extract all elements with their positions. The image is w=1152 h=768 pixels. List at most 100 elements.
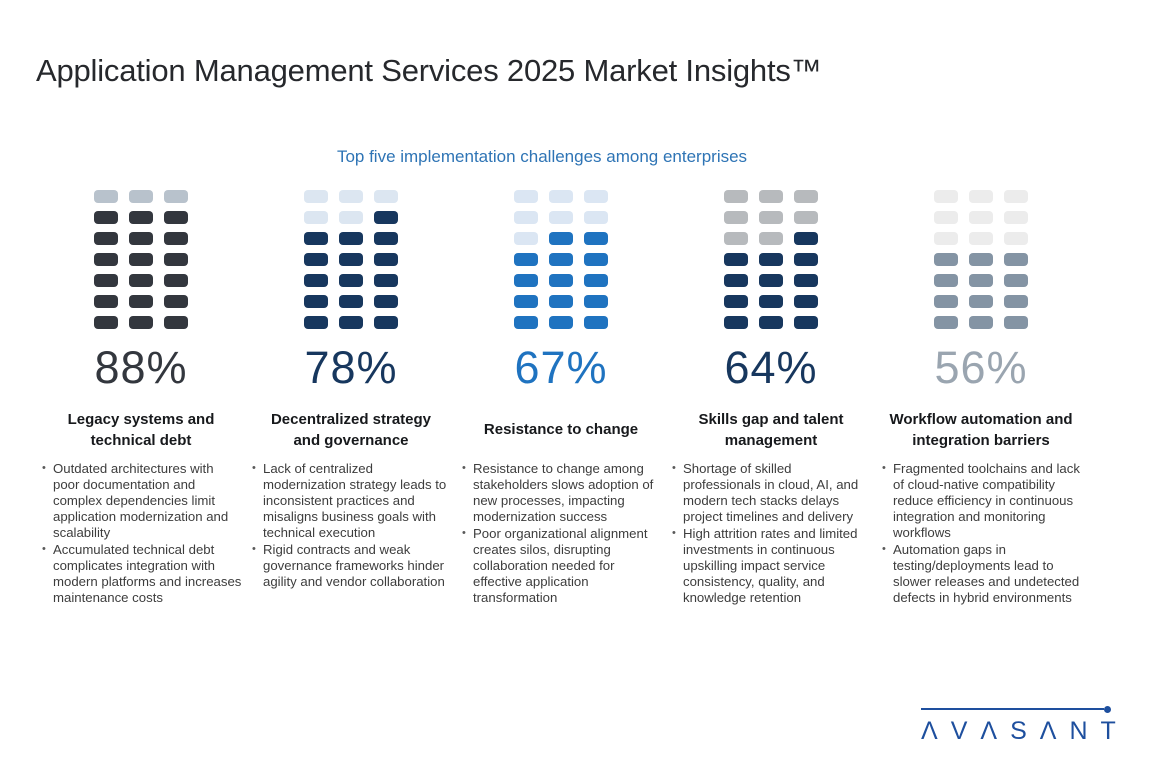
waffle-cell bbox=[339, 295, 363, 308]
challenge-bullet-list: Outdated architectures with poor documen… bbox=[40, 461, 242, 607]
waffle-cell bbox=[584, 253, 608, 266]
logo-dot bbox=[1104, 706, 1111, 713]
challenge-title: Skills gap and talent management bbox=[698, 411, 844, 449]
waffle-cell bbox=[934, 274, 958, 287]
waffle-cell bbox=[934, 295, 958, 308]
waffle-cell bbox=[304, 316, 328, 329]
challenge-column-decentralized-strategy: 78% Decentralized strategy and governanc… bbox=[250, 190, 452, 607]
waffle-cell bbox=[304, 253, 328, 266]
waffle-cell bbox=[549, 316, 573, 329]
waffle-cell bbox=[549, 274, 573, 287]
waffle-cell bbox=[94, 316, 118, 329]
avasant-logo: ΛVΛSΛNT bbox=[921, 706, 1127, 746]
waffle-cell bbox=[934, 232, 958, 245]
waffle-cell bbox=[164, 232, 188, 245]
waffle-cell bbox=[934, 253, 958, 266]
bullet-item: Poor organizational alignment creates si… bbox=[460, 526, 662, 606]
waffle-cell bbox=[969, 253, 993, 266]
logo-horizontal-line bbox=[921, 708, 1104, 710]
waffle-cell bbox=[584, 232, 608, 245]
waffle-cell bbox=[374, 253, 398, 266]
waffle-cell bbox=[759, 316, 783, 329]
waffle-cell bbox=[94, 295, 118, 308]
bullet-item: Shortage of skilled professionals in clo… bbox=[670, 461, 872, 525]
bullet-item: Rigid contracts and weak governance fram… bbox=[250, 542, 452, 590]
waffle-cell bbox=[164, 316, 188, 329]
bullet-item: Outdated architectures with poor documen… bbox=[40, 461, 242, 541]
waffle-cell bbox=[969, 190, 993, 203]
waffle-cell bbox=[724, 295, 748, 308]
waffle-cell bbox=[129, 274, 153, 287]
waffle-cell bbox=[759, 253, 783, 266]
waffle-cell bbox=[724, 190, 748, 203]
waffle-cell bbox=[374, 232, 398, 245]
waffle-cell bbox=[794, 190, 818, 203]
waffle-cell bbox=[1004, 316, 1028, 329]
waffle-cell bbox=[794, 232, 818, 245]
waffle-cell bbox=[759, 295, 783, 308]
percentage-value: 56% bbox=[934, 342, 1028, 393]
waffle-cell bbox=[584, 316, 608, 329]
waffle-chart bbox=[94, 190, 188, 329]
page-title: Application Management Services 2025 Mar… bbox=[36, 53, 822, 88]
waffle-cell bbox=[339, 316, 363, 329]
percentage-value: 88% bbox=[94, 342, 188, 393]
waffle-cell bbox=[339, 274, 363, 287]
waffle-cell bbox=[339, 190, 363, 203]
challenge-title: Legacy systems and technical debt bbox=[67, 411, 215, 449]
waffle-cell bbox=[514, 274, 538, 287]
challenge-bullet-list: Shortage of skilled professionals in clo… bbox=[670, 461, 872, 607]
waffle-cell bbox=[304, 190, 328, 203]
waffle-cell bbox=[164, 190, 188, 203]
waffle-cell bbox=[584, 211, 608, 224]
waffle-cell bbox=[164, 253, 188, 266]
waffle-cell bbox=[794, 274, 818, 287]
waffle-cell bbox=[129, 295, 153, 308]
waffle-cell bbox=[969, 211, 993, 224]
challenge-bullet-list: Fragmented toolchains and lack of cloud-… bbox=[880, 461, 1082, 607]
waffle-cell bbox=[934, 211, 958, 224]
bullet-item: Resistance to change among stakeholders … bbox=[460, 461, 662, 525]
waffle-cell bbox=[794, 295, 818, 308]
waffle-cell bbox=[374, 316, 398, 329]
waffle-cell bbox=[549, 295, 573, 308]
percentage-value: 78% bbox=[304, 342, 398, 393]
waffle-cell bbox=[339, 211, 363, 224]
waffle-cell bbox=[374, 211, 398, 224]
waffle-chart bbox=[934, 190, 1028, 329]
waffle-cell bbox=[164, 211, 188, 224]
waffle-cell bbox=[129, 253, 153, 266]
waffle-cell bbox=[374, 295, 398, 308]
percentage-value: 67% bbox=[514, 342, 608, 393]
waffle-cell bbox=[724, 253, 748, 266]
waffle-cell bbox=[374, 190, 398, 203]
waffle-cell bbox=[549, 232, 573, 245]
waffle-cell bbox=[339, 232, 363, 245]
waffle-cell bbox=[584, 295, 608, 308]
bullet-item: Automation gaps in testing/deployments l… bbox=[880, 542, 1082, 606]
waffle-cell bbox=[94, 274, 118, 287]
waffle-cell bbox=[514, 295, 538, 308]
percentage-value: 64% bbox=[724, 342, 818, 393]
waffle-cell bbox=[514, 316, 538, 329]
challenge-column-skills-gap: 64% Skills gap and talent management Sho… bbox=[670, 190, 872, 607]
challenge-title: Resistance to change bbox=[483, 421, 639, 439]
bullet-item: Lack of centralized modernization strate… bbox=[250, 461, 452, 541]
challenge-bullet-list: Lack of centralized modernization strate… bbox=[250, 461, 452, 591]
waffle-cell bbox=[724, 211, 748, 224]
challenge-columns: 88% Legacy systems and technical debt Ou… bbox=[40, 190, 1082, 607]
chart-subtitle: Top five implementation challenges among… bbox=[336, 147, 748, 166]
challenge-column-resistance-to-change: 67% Resistance to change Resistance to c… bbox=[460, 190, 662, 607]
bullet-item: Fragmented toolchains and lack of cloud-… bbox=[880, 461, 1082, 541]
waffle-cell bbox=[759, 232, 783, 245]
waffle-cell bbox=[549, 211, 573, 224]
challenge-title: Decentralized strategy and governance bbox=[270, 411, 432, 449]
waffle-cell bbox=[969, 274, 993, 287]
waffle-cell bbox=[759, 274, 783, 287]
bullet-item: Accumulated technical debt complicates i… bbox=[40, 542, 242, 606]
waffle-cell bbox=[129, 190, 153, 203]
waffle-cell bbox=[759, 190, 783, 203]
waffle-cell bbox=[584, 190, 608, 203]
waffle-cell bbox=[549, 190, 573, 203]
